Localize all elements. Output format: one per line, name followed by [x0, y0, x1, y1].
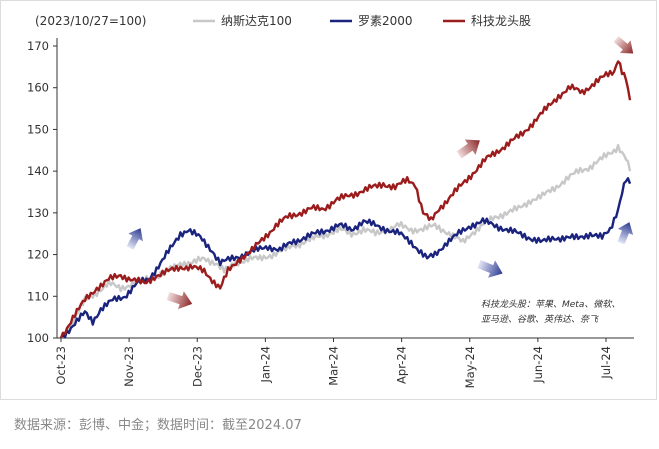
trend-arrow-down-red-1: [165, 287, 196, 313]
series-line-科技龙头股: [59, 60, 632, 339]
legend-label: 纳斯达克100: [221, 14, 292, 28]
trend-arrow-down-blue: [475, 255, 507, 283]
x-tick-label: Nov-23: [122, 346, 136, 387]
x-tick-label: Jun-24: [531, 346, 545, 384]
line-chart: (2023/10/27=100) 纳斯达克100 罗素2000 科技龙头股 1001…: [27, 14, 639, 388]
trend-arrow-up-blue-1: [122, 224, 148, 252]
y-tick-label: 170: [27, 39, 49, 53]
trend-arrows: [122, 32, 639, 313]
x-axis-ticks: Oct-23 Nov-23 Dec-23 Jan-24 Mar-24 Apr-24 May-…: [54, 338, 613, 388]
y-tick-label: 100: [27, 331, 49, 345]
series-line-罗素2000: [59, 177, 632, 339]
y-tick-label: 110: [27, 289, 49, 303]
chart-frame: (2023/10/27=100) 纳斯达克100 罗素2000 科技龙头股 100 1…: [0, 0, 657, 400]
x-tick-label: Oct-23: [54, 346, 68, 385]
x-tick-label: Jul-24: [599, 346, 613, 380]
y-tick-label: 120: [27, 248, 49, 262]
index-note: (2023/10/27=100): [35, 14, 147, 28]
constituents-note-line-2: 亚马逊、谷歌、英伟达、奈飞: [481, 314, 599, 325]
series-lines: [59, 60, 632, 339]
x-tick-label: Apr-24: [395, 346, 409, 384]
x-tick-label: Jan-24: [258, 346, 272, 384]
legend: 纳斯达克100 罗素2000 科技龙头股: [193, 14, 531, 28]
data-source-note: 数据来源：彭博、中金；数据时间：截至2024.07: [14, 418, 302, 433]
y-tick-label: 150: [27, 122, 49, 136]
trend-arrow-up-red: [453, 132, 486, 163]
x-tick-label: Dec-23: [190, 346, 204, 387]
trend-arrow-up-blue-2: [613, 219, 638, 247]
y-axis-ticks: 100 110 120 130 140 150 160 170: [27, 39, 57, 345]
constituents-note-line-1: 科技龙头股：苹果、Meta、微软、: [481, 299, 620, 310]
y-tick-label: 130: [27, 206, 49, 220]
x-tick-label: May-24: [463, 346, 477, 388]
axes: [56, 38, 634, 339]
y-tick-label: 160: [27, 81, 49, 95]
legend-label: 科技龙头股: [471, 14, 531, 28]
trend-arrow-down-red-2: [610, 32, 639, 60]
y-tick-label: 140: [27, 164, 49, 178]
x-tick-label: Mar-24: [327, 346, 341, 386]
legend-label: 罗素2000: [358, 14, 413, 28]
